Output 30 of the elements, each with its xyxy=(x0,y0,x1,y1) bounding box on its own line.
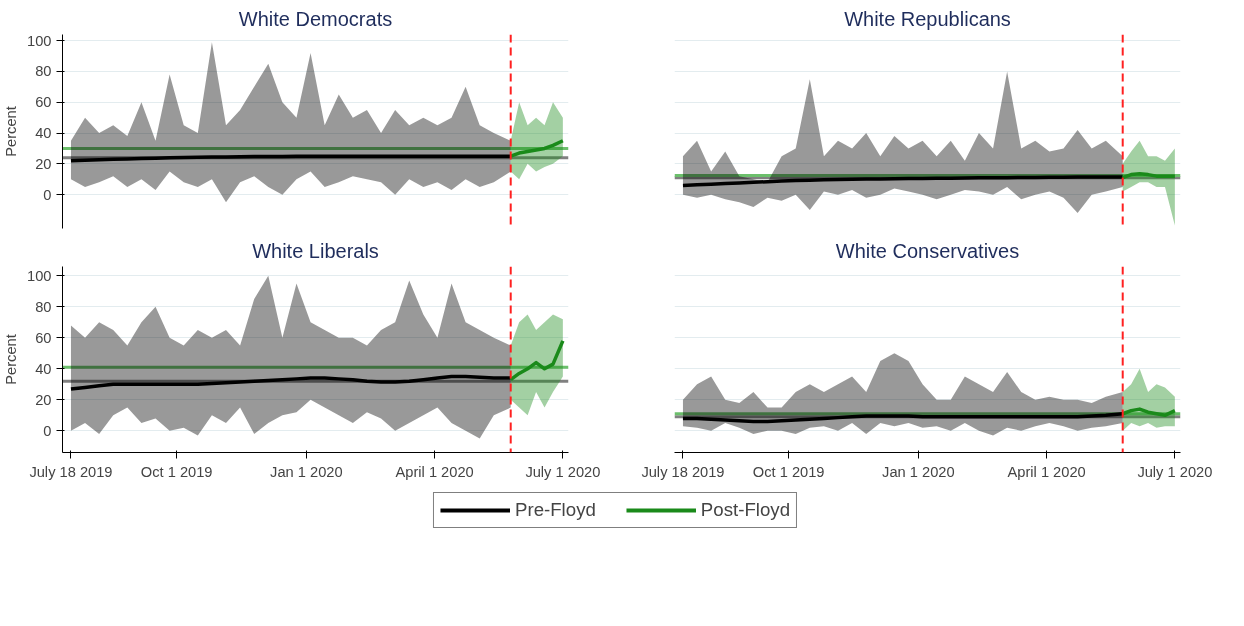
y-tick-label: 40 xyxy=(35,360,52,377)
y-tick-label: 0 xyxy=(43,186,52,203)
x-tick-label: Jan 1 2020 xyxy=(882,463,955,480)
x-tick-label: Oct 1 2019 xyxy=(140,463,213,480)
chart-title: White Republicans xyxy=(844,7,1011,30)
y-tick-label: 100 xyxy=(27,32,52,49)
legend-label: Pre-Floyd xyxy=(514,499,596,521)
y-tick-label: 80 xyxy=(35,63,52,80)
legend-label: Post-Floyd xyxy=(700,499,791,521)
x-tick-label: April 1 2020 xyxy=(1007,463,1086,480)
x-tick-label: April 1 2020 xyxy=(395,463,474,480)
y-tick-label: 40 xyxy=(35,125,52,142)
x-tick-label: Jan 1 2020 xyxy=(270,463,343,480)
x-tick-label: July 18 2019 xyxy=(641,463,725,480)
chart-title: White Conservatives xyxy=(835,239,1020,262)
y-axis-title: Percent xyxy=(3,106,20,157)
y-tick-label: 0 xyxy=(43,422,52,439)
y-tick-label: 20 xyxy=(35,155,52,172)
y-tick-label: 100 xyxy=(27,267,52,284)
y-tick-label: 80 xyxy=(35,298,52,315)
chart-title: White Liberals xyxy=(252,239,379,262)
y-tick-label: 20 xyxy=(35,391,52,408)
y-axis-title: Percent xyxy=(3,334,20,385)
x-tick-label: July 1 2020 xyxy=(525,463,601,480)
x-tick-label: July 18 2019 xyxy=(29,463,113,480)
x-tick-label: July 1 2020 xyxy=(1137,463,1213,480)
x-tick-label: Oct 1 2019 xyxy=(752,463,825,480)
y-tick-label: 60 xyxy=(35,94,52,111)
chart-title: White Democrats xyxy=(238,7,393,30)
y-tick-label: 60 xyxy=(35,329,52,346)
